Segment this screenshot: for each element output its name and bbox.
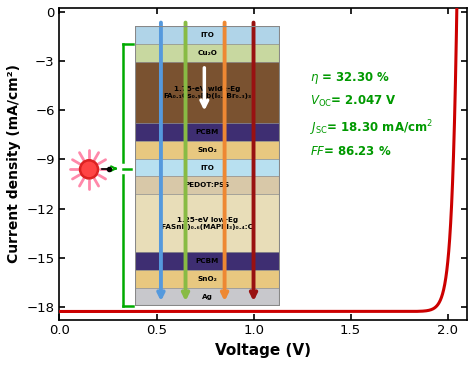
Text: $\eta$ = 32.30 %
$V_{\rm OC}$= 2.047 V
$J_{\rm SC}$= 18.30 mA/cm$^2$
$\it{FF}$= : $\eta$ = 32.30 % $V_{\rm OC}$= 2.047 V $… bbox=[310, 70, 433, 158]
Y-axis label: Current density (mA/cm²): Current density (mA/cm²) bbox=[7, 64, 21, 263]
X-axis label: Voltage (V): Voltage (V) bbox=[215, 343, 311, 358]
